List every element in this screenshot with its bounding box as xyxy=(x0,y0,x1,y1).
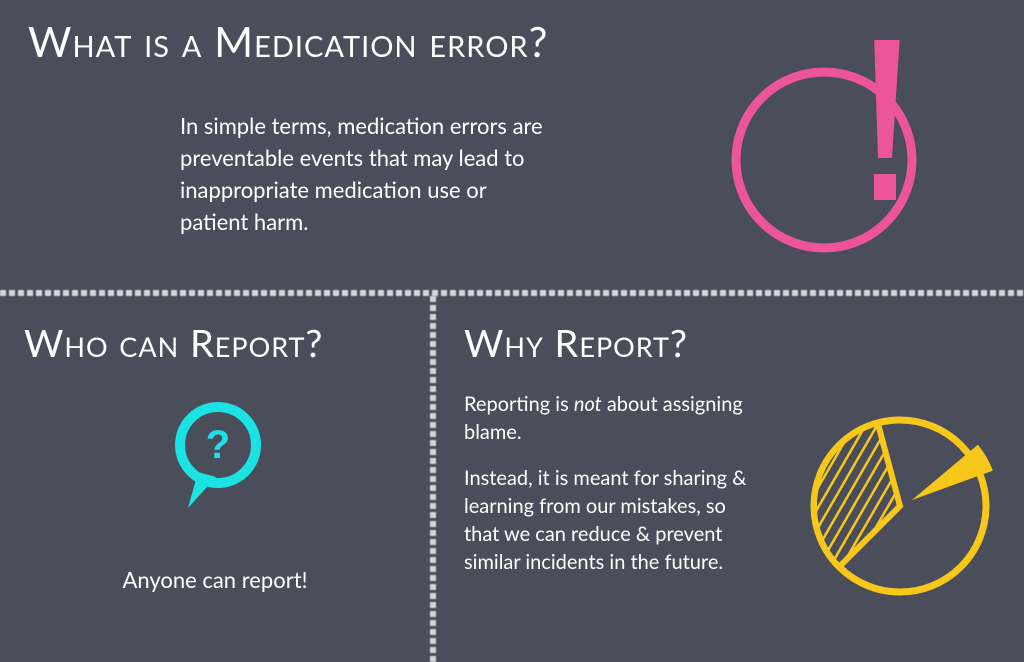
body-why: Reporting is not about assigning blame. … xyxy=(464,390,764,576)
question-bubble-icon: ? xyxy=(168,400,278,520)
title-who: Who can Report? xyxy=(24,320,410,366)
why-para2: Instead, it is meant for sharing & learn… xyxy=(464,464,764,576)
section-why: Why Report? Reporting is not about assig… xyxy=(436,296,1024,662)
title-why: Why Report? xyxy=(464,320,1004,366)
pie-chart-icon xyxy=(800,406,1000,606)
why-para1-em: not xyxy=(574,392,602,416)
section-what-is: What is a Medication error? In simple te… xyxy=(0,0,1024,290)
exclamation-circle-icon xyxy=(724,40,934,260)
section-who: Who can Report? ? Anyone can report! xyxy=(0,296,430,662)
why-para1-pre: Reporting is xyxy=(464,392,574,416)
why-para1: Reporting is not about assigning blame. xyxy=(464,390,764,446)
svg-text:?: ? xyxy=(206,423,230,467)
caption-who: Anyone can report! xyxy=(0,566,430,593)
body-what-is: In simple terms, medication errors are p… xyxy=(180,110,560,238)
